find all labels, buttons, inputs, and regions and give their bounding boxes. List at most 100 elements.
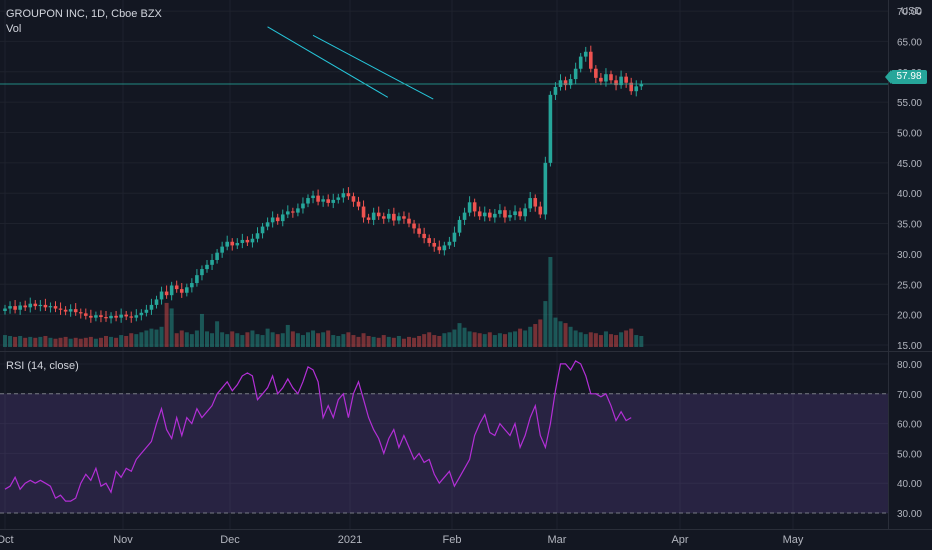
rsi-legend[interactable]: RSI (14, close) <box>6 360 79 372</box>
volume-bar <box>78 338 83 347</box>
candle-body <box>351 196 356 202</box>
volume-bar <box>250 330 255 347</box>
volume-bar <box>83 337 88 347</box>
candle-body <box>230 241 235 246</box>
candle-body <box>568 79 573 86</box>
volume-bar <box>159 326 164 347</box>
volume-bar <box>280 333 285 347</box>
rsi-band <box>0 393 888 514</box>
volume-bar <box>548 257 553 347</box>
volume-bar <box>619 332 624 347</box>
volume-bar <box>139 332 144 347</box>
candle-body <box>639 84 644 87</box>
volume-bar <box>477 333 482 347</box>
time-tick-label: Mar <box>548 534 567 546</box>
volume-bar <box>528 326 533 347</box>
candle-body <box>614 80 618 86</box>
volume-bar <box>462 327 467 347</box>
price-tick-label: 50.00 <box>897 128 922 139</box>
candle-body <box>311 195 315 199</box>
candle-body <box>407 218 411 224</box>
candle-body <box>159 291 164 300</box>
rsi-tick-label: 50.00 <box>897 449 922 460</box>
candle-body <box>387 213 391 219</box>
candle-body <box>270 217 275 223</box>
candle-body <box>190 283 194 288</box>
candle-body <box>8 306 12 309</box>
candle-body <box>316 195 320 202</box>
volume-bar <box>48 337 53 347</box>
candle-body <box>174 285 179 290</box>
volume-bar <box>68 338 73 347</box>
volume-bar <box>134 334 139 347</box>
volume-bar <box>240 335 245 347</box>
candle-body <box>99 315 103 318</box>
candle-body <box>73 309 78 313</box>
symbol-legend[interactable]: GROUPON INC, 1D, Cboe BZX <box>6 8 162 20</box>
volume-bar <box>457 323 462 347</box>
volume-bar <box>63 336 68 347</box>
volume-bar <box>144 330 149 347</box>
volume-bar <box>578 332 583 347</box>
candle-body <box>508 215 512 218</box>
rsi-tick-label: 30.00 <box>897 509 922 520</box>
candle-body <box>129 316 134 318</box>
candle-body <box>503 210 507 218</box>
candle-body <box>624 76 628 83</box>
volume-bar <box>497 333 502 347</box>
volume-bar <box>371 336 376 347</box>
volume-bar <box>290 331 295 347</box>
candle-body <box>366 217 371 220</box>
rsi-tick-label: 70.00 <box>897 390 922 401</box>
candle-body <box>498 210 502 214</box>
volume-legend[interactable]: Vol <box>6 23 22 35</box>
volume-bar <box>260 335 265 347</box>
candle-body <box>225 241 229 247</box>
volume-bar <box>508 332 512 347</box>
candle-body <box>58 308 63 310</box>
candle-body <box>609 74 613 81</box>
volume-bar <box>8 335 13 347</box>
candle-body <box>296 208 300 213</box>
candle-body <box>346 193 351 197</box>
volume-bar <box>174 333 179 347</box>
volume-bar <box>33 337 38 347</box>
candle-body <box>210 259 214 265</box>
volume-bar <box>588 332 593 347</box>
candle-body <box>280 214 285 222</box>
volume-bar <box>306 332 310 347</box>
candle-body <box>381 216 386 219</box>
candle-body <box>149 304 154 310</box>
candle-body <box>376 212 381 217</box>
candle-body <box>235 242 240 246</box>
candle-body <box>467 202 472 213</box>
volume-bar <box>502 334 507 347</box>
candle-body <box>48 306 53 308</box>
volume-bar <box>119 335 124 347</box>
volume-bar <box>124 335 129 347</box>
candle-body <box>488 212 492 218</box>
rsi-tick-label: 60.00 <box>897 420 922 431</box>
volume-bar <box>452 329 457 347</box>
candle-body <box>18 305 22 310</box>
volume-bar <box>189 334 194 347</box>
candle-body <box>518 211 522 217</box>
candle-body <box>321 199 325 202</box>
candle-body <box>301 203 305 209</box>
candle-body <box>417 228 421 234</box>
volume-bar <box>326 330 331 347</box>
candle-body <box>432 242 437 247</box>
volume-bar <box>109 336 114 347</box>
candle-body <box>604 74 608 82</box>
price-tick-label: 70.00 <box>897 7 922 18</box>
volume-bar <box>336 335 341 347</box>
volume-bar <box>639 335 644 347</box>
volume-bar <box>154 329 159 347</box>
candle-body <box>482 212 487 217</box>
candle-body <box>523 208 527 217</box>
volume-bar <box>538 319 543 347</box>
candle-body <box>185 287 189 293</box>
volume-bar <box>114 337 119 347</box>
volume-bar <box>351 335 356 347</box>
